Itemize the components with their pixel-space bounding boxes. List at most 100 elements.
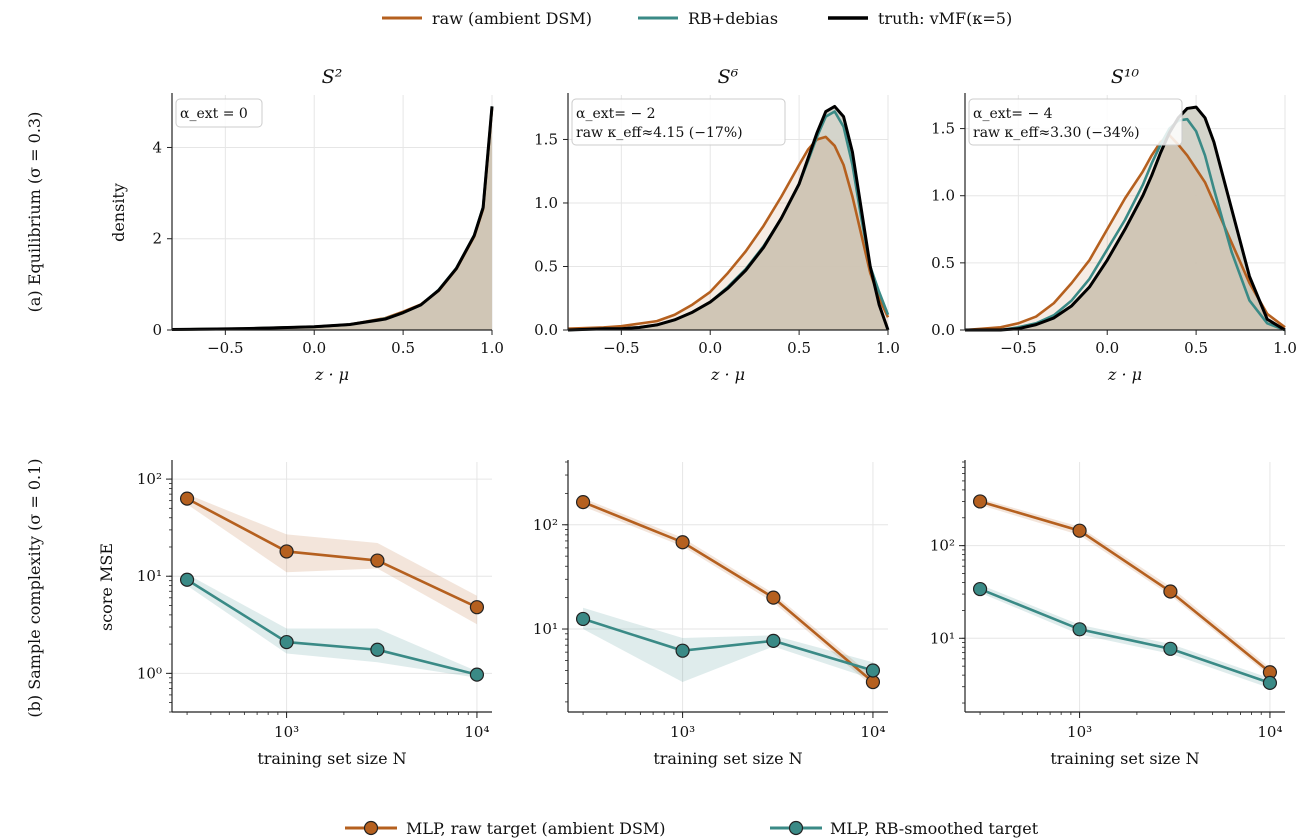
data-point [575, 494, 591, 510]
x-tick-label: −0.5 [207, 339, 243, 357]
legend-mlp-rb-marker [788, 820, 804, 836]
data-point [179, 491, 195, 506]
data-point [1262, 675, 1278, 690]
annotation-text: α_ext= − 4 [973, 106, 1053, 122]
y-tick-label: 1.0 [534, 194, 558, 212]
annotation-text: α_ext= − 2 [576, 106, 656, 122]
data-point [179, 572, 195, 587]
error-band-1 [583, 498, 873, 687]
data-point [865, 663, 881, 678]
error-band-2 [187, 574, 477, 678]
x-axis-label: training set size N [653, 749, 802, 768]
y-tick-label: 2 [152, 230, 162, 248]
y-tick-label: 0.5 [534, 257, 558, 275]
x-tick-label: 0.5 [787, 339, 811, 357]
panel-title: S² [322, 66, 343, 88]
y-tick-label: 0 [152, 321, 162, 339]
y-tick-label: 0.5 [931, 254, 955, 272]
panel-title: S⁶ [718, 66, 739, 88]
annotation-text: raw κ_eff≈3.30 (−34%) [973, 125, 1140, 141]
row-label-b: (b) Sample complexity (σ = 0.1) [25, 458, 44, 717]
annotation-box [175, 98, 263, 128]
raw-density-fill [568, 136, 888, 330]
x-tick-label: −0.5 [603, 339, 639, 357]
data-point [766, 590, 781, 605]
panel-2: −0.5 0.0 0.5 1.0 0.0 0.5 1.0 1.5 S⁶ z · μ α_ext= −… [534, 66, 900, 384]
row-label-a: (a) Equilibrium (σ = 0.3) [25, 112, 44, 313]
x-axis-label: training set size N [1050, 749, 1199, 768]
legend-top: raw (ambient DSM) RB+debias truth: vMF(κ… [382, 9, 1012, 28]
data-point [1163, 641, 1178, 656]
annotation-text: α_ext = 0 [180, 106, 248, 122]
x-tick-label: 1.0 [876, 339, 900, 357]
annotation-text: raw κ_eff≈4.15 (−17%) [576, 125, 743, 141]
panel-6: 10³ 10⁴ 10¹ 10² training set size N [930, 460, 1285, 768]
series-line-2 [979, 587, 1271, 685]
x-axis-label: z · μ [710, 365, 745, 384]
legend-mlp-raw-marker [363, 820, 379, 836]
density-fill [172, 106, 492, 330]
legend-mlp-rb-label: MLP, RB-smoothed target [830, 819, 1039, 838]
data-point [575, 611, 591, 627]
legend-rb-label: RB+debias [688, 9, 778, 28]
x-tick-label: 10³ [670, 723, 695, 741]
series-line-1 [186, 497, 478, 609]
x-tick-label: 0.5 [391, 339, 415, 357]
data-point [972, 581, 988, 597]
series-line-2 [186, 578, 478, 676]
y-tick-label: 10² [137, 470, 162, 488]
error-band-2 [980, 584, 1270, 689]
panel-title: S¹⁰ [1111, 66, 1140, 88]
x-axis-label: z · μ [1107, 365, 1142, 384]
y-tick-label: 4 [152, 138, 162, 156]
error-band-1 [980, 498, 1270, 677]
x-tick-label: 0.0 [698, 339, 722, 357]
data-point [1072, 622, 1087, 637]
legend-mlp-raw-label: MLP, raw target (ambient DSM) [406, 819, 666, 838]
data-point [766, 633, 781, 648]
legend-bottom: MLP, raw target (ambient DSM) MLP, RB-sm… [345, 819, 1039, 838]
x-tick-label: 0.0 [1095, 339, 1119, 357]
y-tick-label: 10¹ [137, 567, 162, 585]
data-point [972, 494, 988, 509]
data-point [1072, 523, 1087, 538]
data-point [370, 642, 385, 657]
annotation-box [571, 98, 786, 146]
y-tick-label: 10⁰ [137, 664, 162, 682]
y-tick-label: 1.5 [931, 120, 955, 138]
x-tick-label: 1.0 [480, 339, 504, 357]
series-line-3 [965, 105, 1286, 332]
x-axis-label: z · μ [314, 365, 349, 384]
series-line-1 [582, 500, 874, 684]
x-tick-label: 10³ [1067, 723, 1092, 741]
annotation-box [968, 98, 1183, 146]
x-tick-label: 1.0 [1273, 339, 1297, 357]
y-tick-label: 10¹ [533, 620, 558, 638]
series-line-3 [171, 106, 494, 332]
y-tick-label: 10¹ [930, 629, 955, 647]
error-band-1 [187, 494, 477, 625]
data-point [279, 544, 294, 559]
data-point [675, 535, 690, 550]
y-tick-label: 10² [930, 537, 955, 555]
series-line-1 [979, 500, 1271, 674]
panel-3: −0.5 0.0 0.5 1.0 0.0 0.5 1.0 1.5 S¹⁰ z · μ α_ext= … [931, 66, 1297, 384]
x-tick-label: 10⁴ [464, 723, 489, 741]
x-tick-label: −0.5 [1000, 339, 1036, 357]
raw-density-fill [172, 108, 492, 330]
panel-5: 10³ 10⁴ 10¹ 10² training set size N [533, 460, 888, 768]
series-line-3 [567, 104, 890, 332]
panel-1: −0.5 0.0 0.5 1.0 0 2 4 S² z · μ density α_ext = 0 [109, 66, 504, 384]
data-point [675, 643, 690, 658]
y-tick-label: 0.0 [931, 321, 955, 339]
y-axis-label: density [109, 183, 128, 242]
y-tick-label: 1.5 [534, 130, 558, 148]
data-point [370, 553, 385, 568]
data-point [279, 634, 294, 650]
data-point [1163, 584, 1178, 599]
x-axis-label: training set size N [257, 749, 406, 768]
x-tick-label: 10⁴ [860, 723, 885, 741]
y-tick-label: 1.0 [931, 187, 955, 205]
data-point [469, 600, 485, 615]
